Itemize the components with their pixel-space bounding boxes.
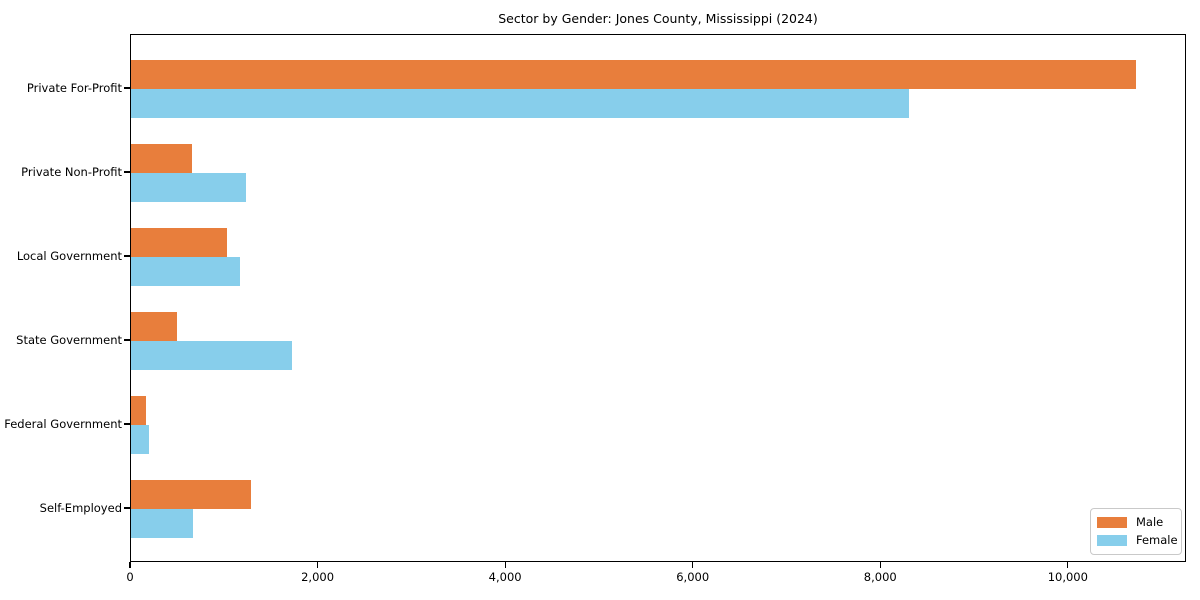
x-tick-label-8-000: 8,000	[863, 570, 897, 584]
x-tick-mark	[879, 562, 881, 568]
y-tick-mark	[124, 423, 130, 425]
y-tick-mark	[124, 339, 130, 341]
bar-female-local-government	[131, 257, 241, 286]
y-tick-mark	[124, 87, 130, 89]
bar-female-self-employed	[131, 509, 193, 538]
bar-female-state-government	[131, 341, 293, 370]
bar-female-federal-government	[131, 425, 150, 454]
legend-item-female: Female	[1097, 534, 1181, 547]
bar-male-self-employed	[131, 480, 252, 509]
x-tick-label-2-000: 2,000	[301, 570, 335, 584]
y-tick-mark	[124, 171, 130, 173]
legend-label-female: Female	[1136, 533, 1178, 547]
y-tick-label-federal-government: Federal Government	[4, 417, 122, 431]
x-tick-mark	[129, 562, 131, 568]
bar-male-private-for-profit	[131, 60, 1137, 89]
plot-area	[130, 34, 1186, 562]
x-tick-mark	[316, 562, 319, 568]
y-tick-label-private-non-profit: Private Non-Profit	[21, 165, 122, 179]
legend-label-male: Male	[1136, 515, 1164, 529]
y-tick-mark	[124, 255, 130, 257]
x-tick-label-6-000: 6,000	[676, 570, 710, 584]
bar-female-private-for-profit	[131, 89, 910, 118]
x-tick-label-0: 0	[126, 570, 134, 584]
x-tick-label-4-000: 4,000	[488, 570, 522, 584]
bar-male-state-government	[131, 312, 177, 341]
legend-item-male: Male	[1097, 516, 1181, 529]
chart-title: Sector by Gender: Jones County, Mississi…	[498, 11, 818, 26]
bar-female-private-non-profit	[131, 173, 246, 202]
legend-swatch-male-icon	[1097, 517, 1127, 528]
legend: Male Female	[1090, 508, 1182, 555]
y-tick-mark	[124, 507, 130, 509]
bar-male-private-non-profit	[131, 144, 192, 173]
y-tick-label-private-for-profit: Private For-Profit	[26, 81, 122, 95]
x-tick-mark	[504, 562, 506, 568]
x-tick-mark	[692, 562, 694, 568]
bar-male-federal-government	[131, 396, 146, 425]
y-tick-label-local-government: Local Government	[16, 249, 122, 263]
y-tick-label-self-employed: Self-Employed	[39, 501, 122, 515]
x-tick-label-10-000: 10,000	[1047, 570, 1088, 584]
y-tick-label-state-government: State Government	[16, 333, 122, 347]
bar-male-local-government	[131, 228, 228, 257]
x-tick-mark	[1067, 562, 1069, 568]
legend-swatch-female-icon	[1097, 535, 1127, 546]
